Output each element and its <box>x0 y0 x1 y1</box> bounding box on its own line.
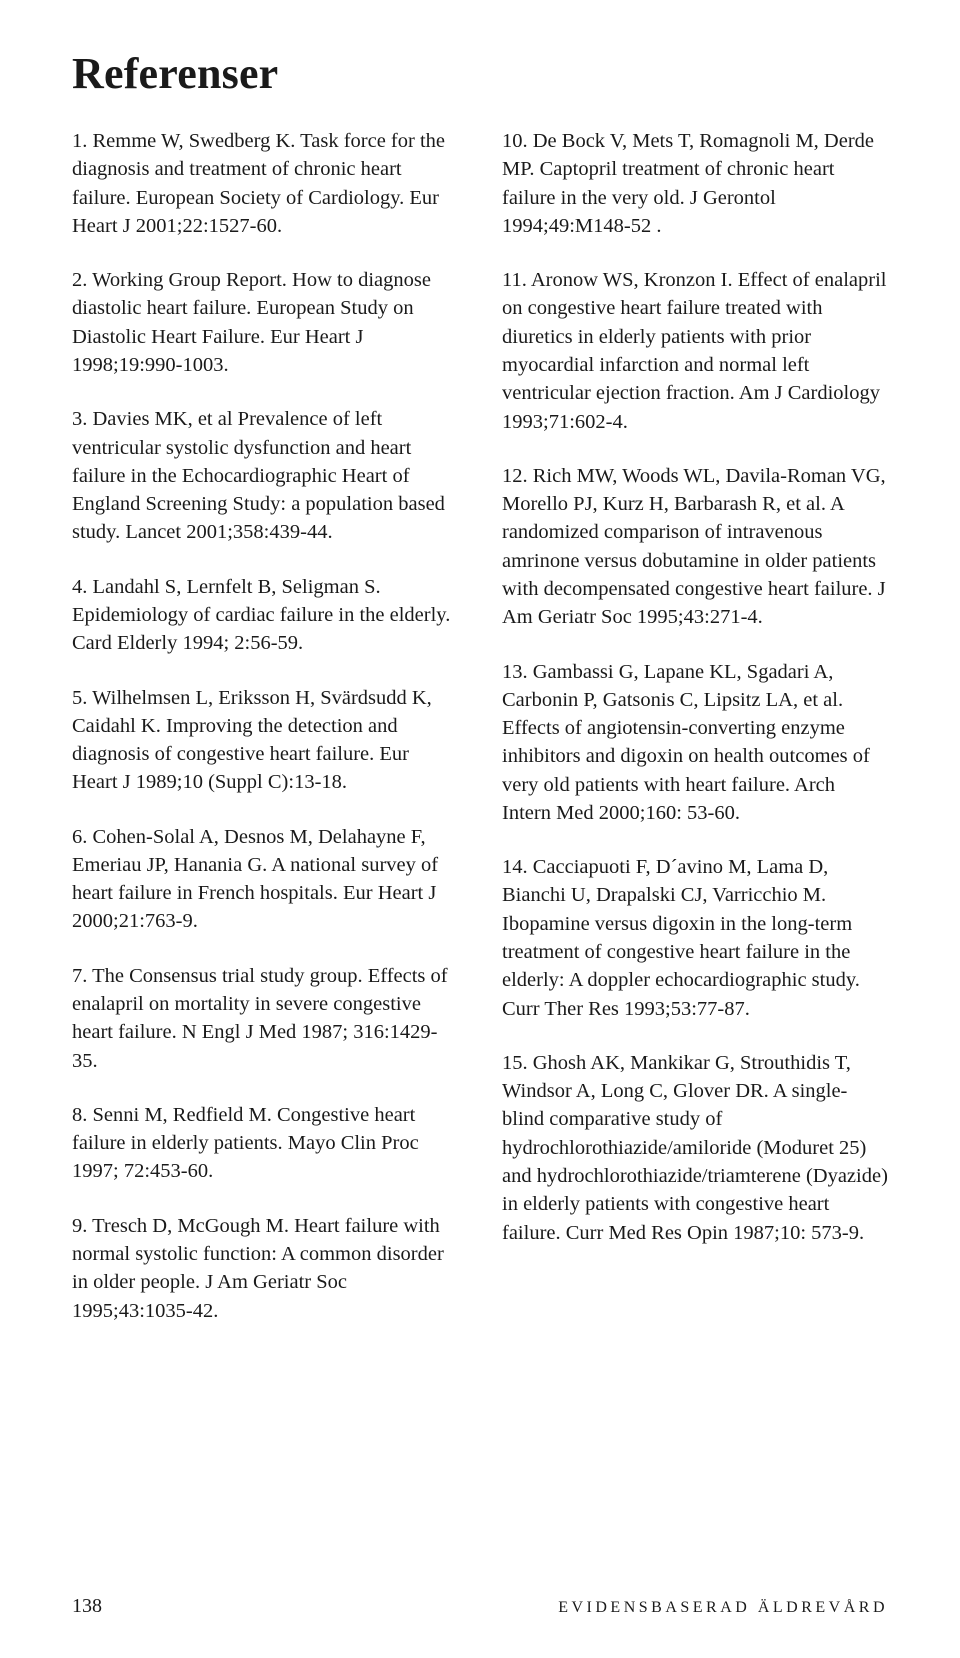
reference-item: 13. Gambassi G, Lapane KL, Sgadari A, Ca… <box>502 658 888 828</box>
reference-item: 12. Rich MW, Woods WL, Davila-Roman VG, … <box>502 462 888 632</box>
reference-item: 4. Landahl S, Lernfelt B, Seligman S. Ep… <box>72 573 458 658</box>
reference-item: 10. De Bock V, Mets T, Romagnoli M, Derd… <box>502 127 888 240</box>
reference-item: 15. Ghosh AK, Mankikar G, Strouthidis T,… <box>502 1049 888 1247</box>
reference-item: 14. Cacciapuoti F, D´avino M, Lama D, Bi… <box>502 853 888 1023</box>
reference-item: 11. Aronow WS, Kronzon I. Effect of enal… <box>502 266 888 436</box>
reference-item: 6. Cohen-Solal A, Desnos M, Delahayne F,… <box>72 823 458 936</box>
footer-label: EVIDENSBASERAD ÄLDREVÅRD <box>558 1599 888 1617</box>
reference-item: 2. Working Group Report. How to diagnose… <box>72 266 458 379</box>
reference-item: 1. Remme W, Swedberg K. Task force for t… <box>72 127 458 240</box>
left-column: 1. Remme W, Swedberg K. Task force for t… <box>72 127 458 1555</box>
page-title: Referenser <box>72 48 888 99</box>
reference-item: 9. Tresch D, McGough M. Heart failure wi… <box>72 1212 458 1325</box>
reference-item: 3. Davies MK, et al Prevalence of left v… <box>72 405 458 546</box>
reference-item: 8. Senni M, Redfield M. Congestive heart… <box>72 1101 458 1186</box>
reference-columns: 1. Remme W, Swedberg K. Task force for t… <box>72 127 888 1555</box>
right-column: 10. De Bock V, Mets T, Romagnoli M, Derd… <box>502 127 888 1555</box>
page-number: 138 <box>72 1595 102 1618</box>
page-footer: 138 EVIDENSBASERAD ÄLDREVÅRD <box>72 1595 888 1618</box>
reference-item: 7. The Consensus trial study group. Effe… <box>72 962 458 1075</box>
reference-item: 5. Wilhelmsen L, Eriksson H, Svärdsudd K… <box>72 684 458 797</box>
